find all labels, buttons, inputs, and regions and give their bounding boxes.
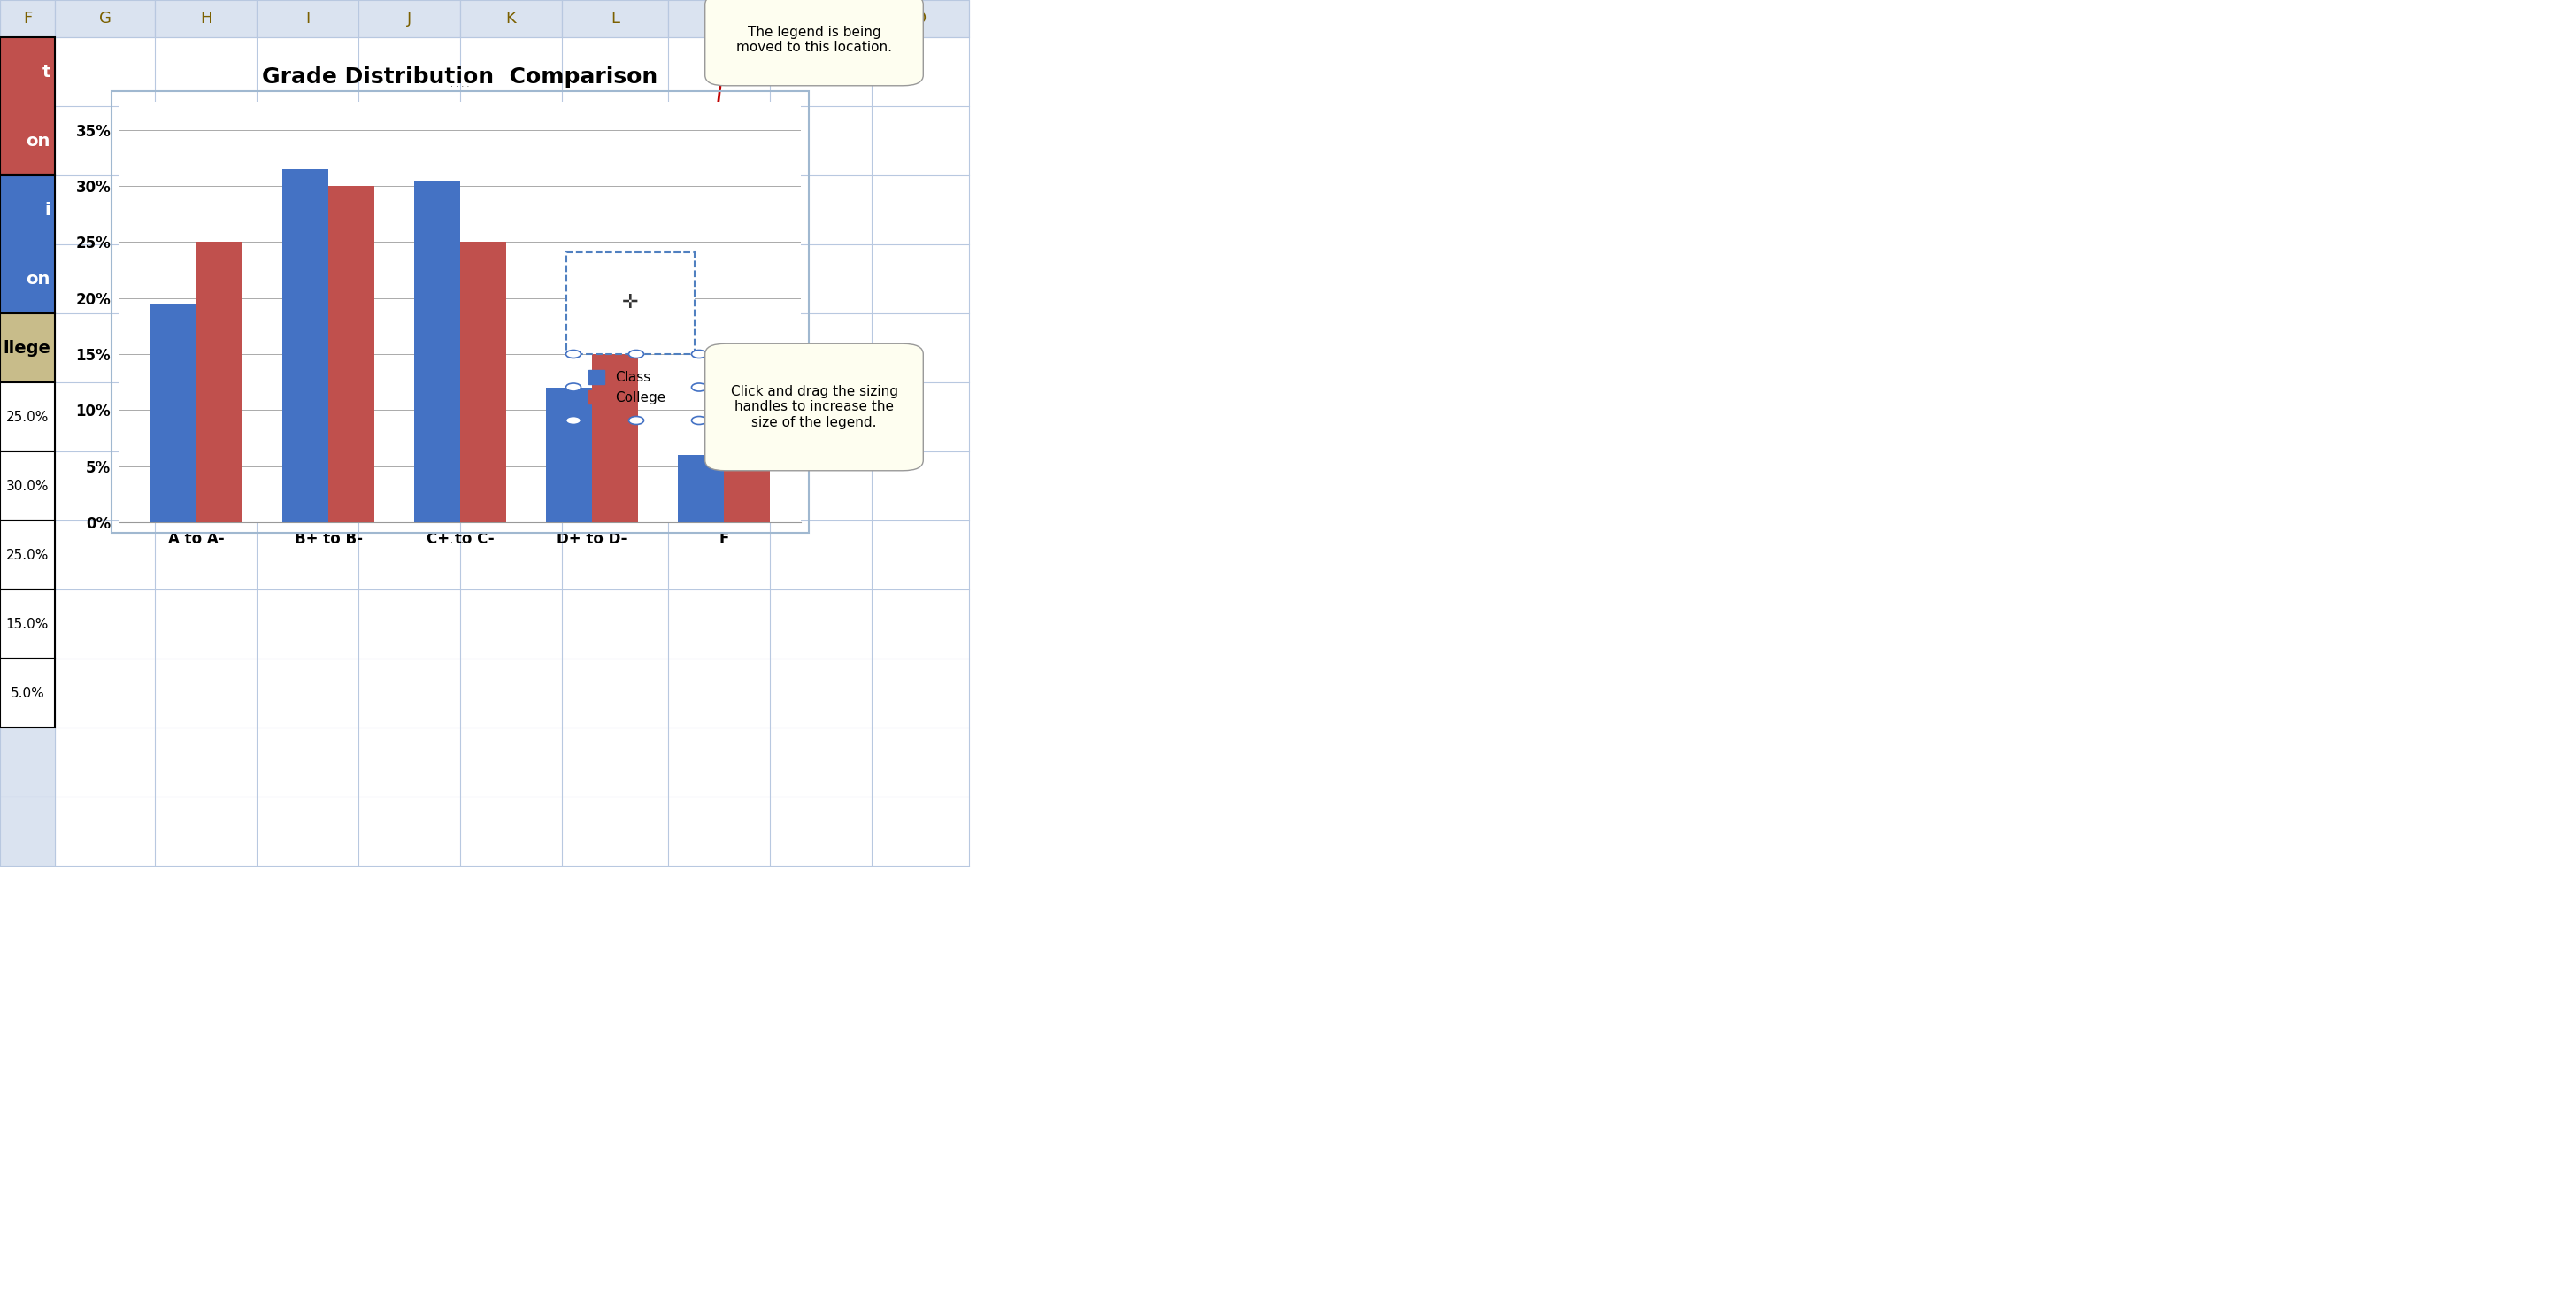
Bar xyxy=(667,0,770,38)
Bar xyxy=(871,0,969,38)
Legend: Class, College: Class, College xyxy=(582,365,672,410)
Bar xyxy=(196,242,242,522)
Text: 15.0%: 15.0% xyxy=(5,617,49,630)
Text: M: M xyxy=(711,10,726,26)
Circle shape xyxy=(629,350,644,358)
Bar xyxy=(0,521,54,590)
Circle shape xyxy=(690,417,706,424)
Circle shape xyxy=(567,350,582,358)
Bar xyxy=(283,169,327,522)
Text: ✛: ✛ xyxy=(623,294,639,312)
Bar xyxy=(546,388,592,522)
Circle shape xyxy=(690,383,706,391)
Text: H: H xyxy=(201,10,211,26)
Bar xyxy=(0,176,54,314)
Text: I: I xyxy=(304,10,309,26)
Bar xyxy=(0,314,54,383)
Text: . . . .: . . . . xyxy=(451,79,469,89)
Text: llege: llege xyxy=(3,340,52,357)
Text: Click and drag the sizing
handles to increase the
size of the legend.: Click and drag the sizing handles to inc… xyxy=(732,385,899,430)
Bar xyxy=(770,0,871,38)
Bar xyxy=(415,180,461,522)
Text: O: O xyxy=(914,10,927,26)
Bar xyxy=(0,245,54,314)
Bar xyxy=(149,303,196,522)
Bar xyxy=(0,38,54,176)
Bar xyxy=(54,0,155,38)
Bar xyxy=(592,354,639,522)
Bar xyxy=(461,242,507,522)
Text: 30.0%: 30.0% xyxy=(5,479,49,492)
Text: on: on xyxy=(26,133,52,150)
Text: t: t xyxy=(41,64,52,81)
Bar xyxy=(0,590,54,659)
Circle shape xyxy=(567,383,582,391)
Bar xyxy=(0,176,54,245)
Bar xyxy=(358,0,461,38)
Bar xyxy=(155,0,258,38)
Bar xyxy=(562,0,667,38)
Text: . . . .: . . . . xyxy=(451,535,469,544)
Bar xyxy=(0,521,54,590)
Text: 25.0%: 25.0% xyxy=(5,548,49,561)
Circle shape xyxy=(690,350,706,358)
Text: i: i xyxy=(44,202,52,219)
Bar xyxy=(0,107,54,176)
Text: 25.0%: 25.0% xyxy=(5,410,49,423)
Bar xyxy=(0,383,54,452)
Bar xyxy=(677,454,724,522)
Text: L: L xyxy=(611,10,618,26)
Text: G: G xyxy=(98,10,111,26)
Bar xyxy=(0,659,54,728)
Text: N: N xyxy=(814,10,827,26)
Bar xyxy=(0,590,54,659)
Bar xyxy=(0,314,54,383)
Bar xyxy=(0,38,54,107)
Bar xyxy=(0,797,54,866)
Text: on: on xyxy=(26,271,52,288)
Bar xyxy=(0,452,54,521)
Text: K: K xyxy=(505,10,515,26)
Bar xyxy=(0,728,54,797)
Bar xyxy=(0,452,54,521)
Circle shape xyxy=(629,417,644,424)
Bar xyxy=(0,383,54,452)
Bar xyxy=(724,466,770,522)
Text: The legend is being
moved to this location.: The legend is being moved to this locati… xyxy=(737,26,891,55)
Text: J: J xyxy=(407,10,412,26)
Text: F: F xyxy=(23,10,31,26)
Bar xyxy=(327,186,374,522)
Bar xyxy=(0,659,54,728)
Bar xyxy=(258,0,358,38)
Bar xyxy=(461,0,562,38)
Bar xyxy=(0,0,54,38)
Text: 5.0%: 5.0% xyxy=(10,686,44,699)
Circle shape xyxy=(567,417,582,424)
Title: Grade Distribution  Comparison: Grade Distribution Comparison xyxy=(263,66,657,87)
